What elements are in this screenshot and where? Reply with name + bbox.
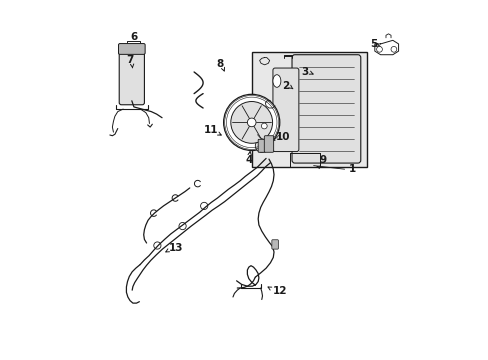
Circle shape bbox=[257, 120, 270, 132]
Text: 7: 7 bbox=[126, 55, 133, 66]
Text: 1: 1 bbox=[348, 164, 355, 174]
Circle shape bbox=[255, 139, 268, 152]
Text: 12: 12 bbox=[272, 286, 286, 296]
FancyBboxPatch shape bbox=[272, 68, 298, 152]
Ellipse shape bbox=[272, 75, 280, 87]
Circle shape bbox=[390, 46, 396, 52]
Text: 11: 11 bbox=[203, 125, 218, 135]
Bar bbox=[251, 52, 366, 167]
Text: 9: 9 bbox=[319, 155, 326, 165]
FancyBboxPatch shape bbox=[258, 139, 265, 152]
Text: 3: 3 bbox=[301, 67, 308, 77]
Circle shape bbox=[376, 46, 382, 52]
Circle shape bbox=[230, 102, 272, 143]
Text: 13: 13 bbox=[168, 243, 183, 253]
FancyBboxPatch shape bbox=[291, 55, 360, 163]
Circle shape bbox=[261, 123, 266, 129]
Text: 6: 6 bbox=[130, 32, 137, 42]
Circle shape bbox=[247, 118, 256, 127]
Text: 10: 10 bbox=[276, 132, 290, 142]
Text: 2: 2 bbox=[282, 81, 289, 91]
FancyBboxPatch shape bbox=[264, 136, 273, 152]
FancyBboxPatch shape bbox=[118, 44, 145, 54]
Text: 4: 4 bbox=[244, 155, 252, 165]
FancyBboxPatch shape bbox=[271, 240, 278, 249]
Text: 8: 8 bbox=[216, 59, 223, 69]
Circle shape bbox=[223, 94, 279, 150]
FancyBboxPatch shape bbox=[119, 51, 144, 105]
Circle shape bbox=[258, 143, 264, 149]
Text: 5: 5 bbox=[369, 39, 376, 49]
